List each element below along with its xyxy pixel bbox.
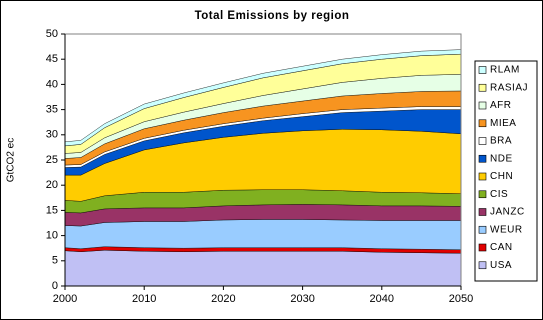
- y-axis-label: GtCO2 ec: [6, 138, 17, 182]
- y-tick-label: 30: [46, 129, 58, 141]
- legend-swatch: [478, 137, 487, 145]
- area: [64, 219, 462, 250]
- x-tick-label: 2050: [449, 293, 473, 305]
- legend-label: BRA: [490, 136, 512, 147]
- x-tick-label: 2010: [132, 293, 156, 305]
- y-tick-label: 50: [46, 28, 58, 40]
- y-tick-label: 45: [46, 53, 58, 65]
- legend-swatch: [478, 208, 487, 216]
- legend-swatch: [478, 225, 487, 234]
- legend-swatch: [478, 190, 487, 199]
- legend-swatch: [478, 243, 487, 252]
- legend-label: CIS: [490, 189, 508, 200]
- y-tick-label: 0: [52, 280, 58, 292]
- legend-swatch: [478, 119, 487, 128]
- legend-label: MIEA: [490, 118, 516, 129]
- y-tick-label: 5: [52, 255, 58, 267]
- x-tick-label: 2020: [211, 293, 235, 305]
- legend-swatch: [478, 172, 487, 181]
- legend-label: RASIAJ: [490, 82, 528, 93]
- chart-title: Total Emissions by region: [195, 10, 350, 22]
- legend-label: CAN: [490, 242, 513, 253]
- legend-swatch: [478, 83, 487, 92]
- y-tick-label: 40: [46, 78, 58, 90]
- y-tick-label: 20: [46, 179, 58, 191]
- y-tick-label: 35: [46, 104, 58, 116]
- legend-label: JANZC: [490, 207, 525, 218]
- x-tick-label: 2000: [53, 293, 77, 305]
- legend-label: CHN: [490, 171, 513, 182]
- legend-swatch: [478, 101, 487, 110]
- y-tick-label: 15: [46, 204, 58, 216]
- x-tick-label: 2030: [290, 293, 314, 305]
- legend-label: RLAM: [490, 65, 520, 76]
- legend-label: USA: [490, 260, 512, 271]
- legend-label: WEUR: [490, 224, 523, 235]
- legend-swatch: [478, 154, 487, 163]
- legend-label: AFR: [490, 100, 512, 111]
- area: [64, 250, 462, 287]
- legend-swatch: [478, 66, 487, 74]
- y-tick-label: 25: [46, 154, 58, 166]
- legend-label: NDE: [490, 153, 513, 164]
- x-tick-label: 2040: [370, 293, 394, 305]
- y-tick-label: 10: [46, 230, 58, 242]
- legend-swatch: [478, 261, 487, 270]
